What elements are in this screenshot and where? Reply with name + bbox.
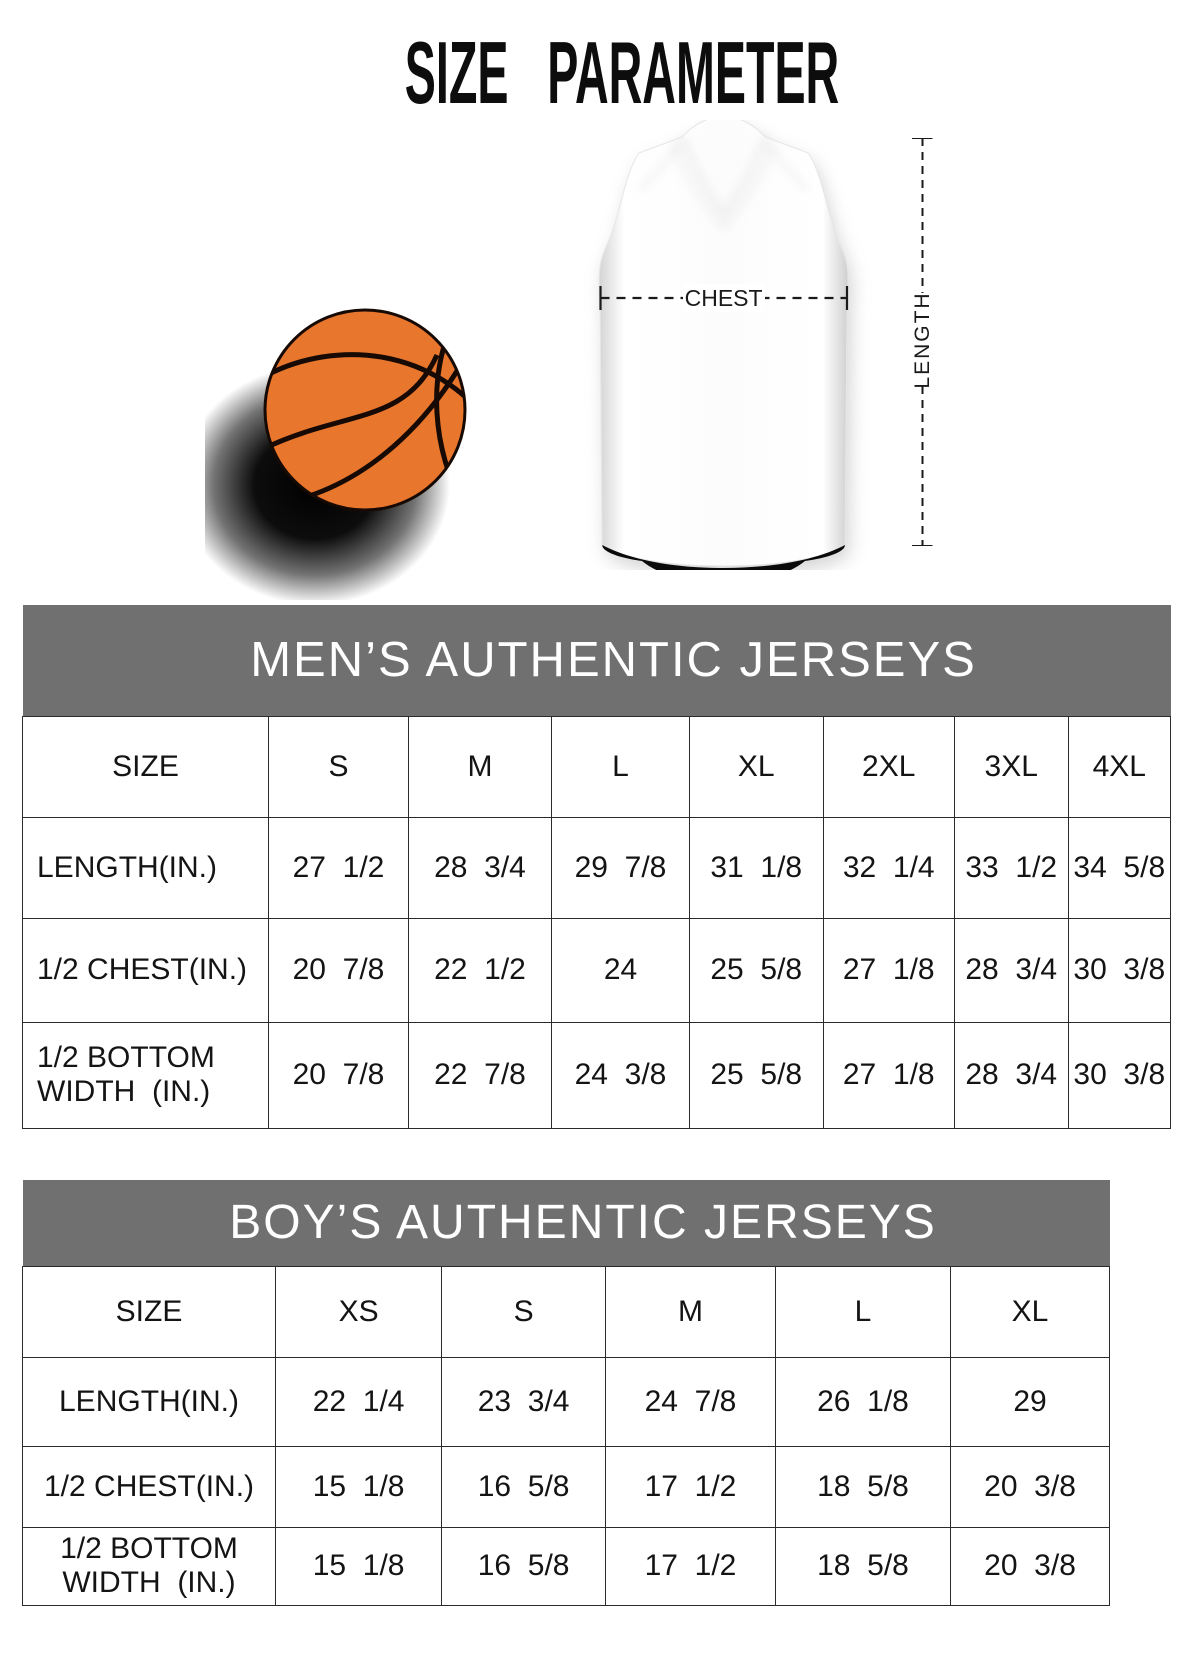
svg-text:CHEST: CHEST: [685, 285, 763, 311]
